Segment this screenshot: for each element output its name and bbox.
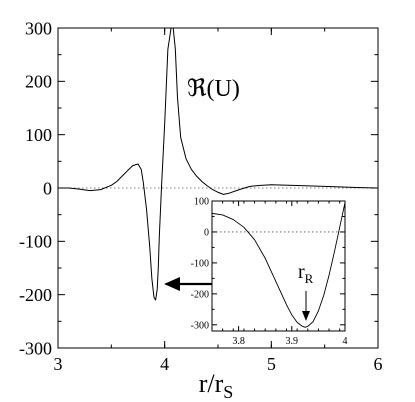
inset-x-tick-label: 3.8 <box>232 336 245 347</box>
main-y-tick-label: -200 <box>19 285 52 305</box>
inset-chart: -300 -200 -100 0 100 3.8 3.9 4 rR <box>191 197 348 348</box>
resonance-radius-text: r <box>298 261 305 283</box>
main-x-tick-label: 3 <box>54 354 63 374</box>
main-x-tick-label: 4 <box>160 354 169 374</box>
main-series-line-0 <box>58 28 378 301</box>
main-y-tick-label: 100 <box>25 125 52 145</box>
inset-y-tick-label: -300 <box>191 320 209 331</box>
x-axis-label: r/rS <box>199 369 234 402</box>
resonance-radius-label: rR <box>298 261 314 286</box>
inset-y-tick-label: 100 <box>194 197 209 208</box>
real-part-annotation: ℜ(U) <box>187 76 240 102</box>
inset-x-tick-label: 3.9 <box>286 336 299 347</box>
main-y-tick-label: 0 <box>43 178 52 198</box>
main-y-tick-label: 200 <box>25 72 52 92</box>
main-y-tick-label: -300 <box>19 338 52 358</box>
main-x-tick-label: 6 <box>374 354 383 374</box>
x-axis-label-text: r/r <box>199 369 224 398</box>
inset-pointer-arrow <box>164 277 212 291</box>
x-axis-label-subscript: S <box>223 382 233 402</box>
inset-y-tick-label: -100 <box>191 258 209 269</box>
resonance-radius-subscript: R <box>305 271 314 286</box>
inset-y-tick-label: 0 <box>204 227 209 238</box>
inset-frame <box>211 200 346 332</box>
main-y-tick-label: -100 <box>19 232 52 252</box>
pointer-arrow-head <box>164 277 180 291</box>
inset-x-tick-label: 4 <box>343 336 348 347</box>
main-y-tick-label: 300 <box>25 18 52 38</box>
minimum-arrow-head <box>302 311 310 321</box>
inset-series-line-0 <box>212 202 345 328</box>
inset-y-tick-label: -200 <box>191 289 209 300</box>
main-x-tick-label: 5 <box>267 354 276 374</box>
